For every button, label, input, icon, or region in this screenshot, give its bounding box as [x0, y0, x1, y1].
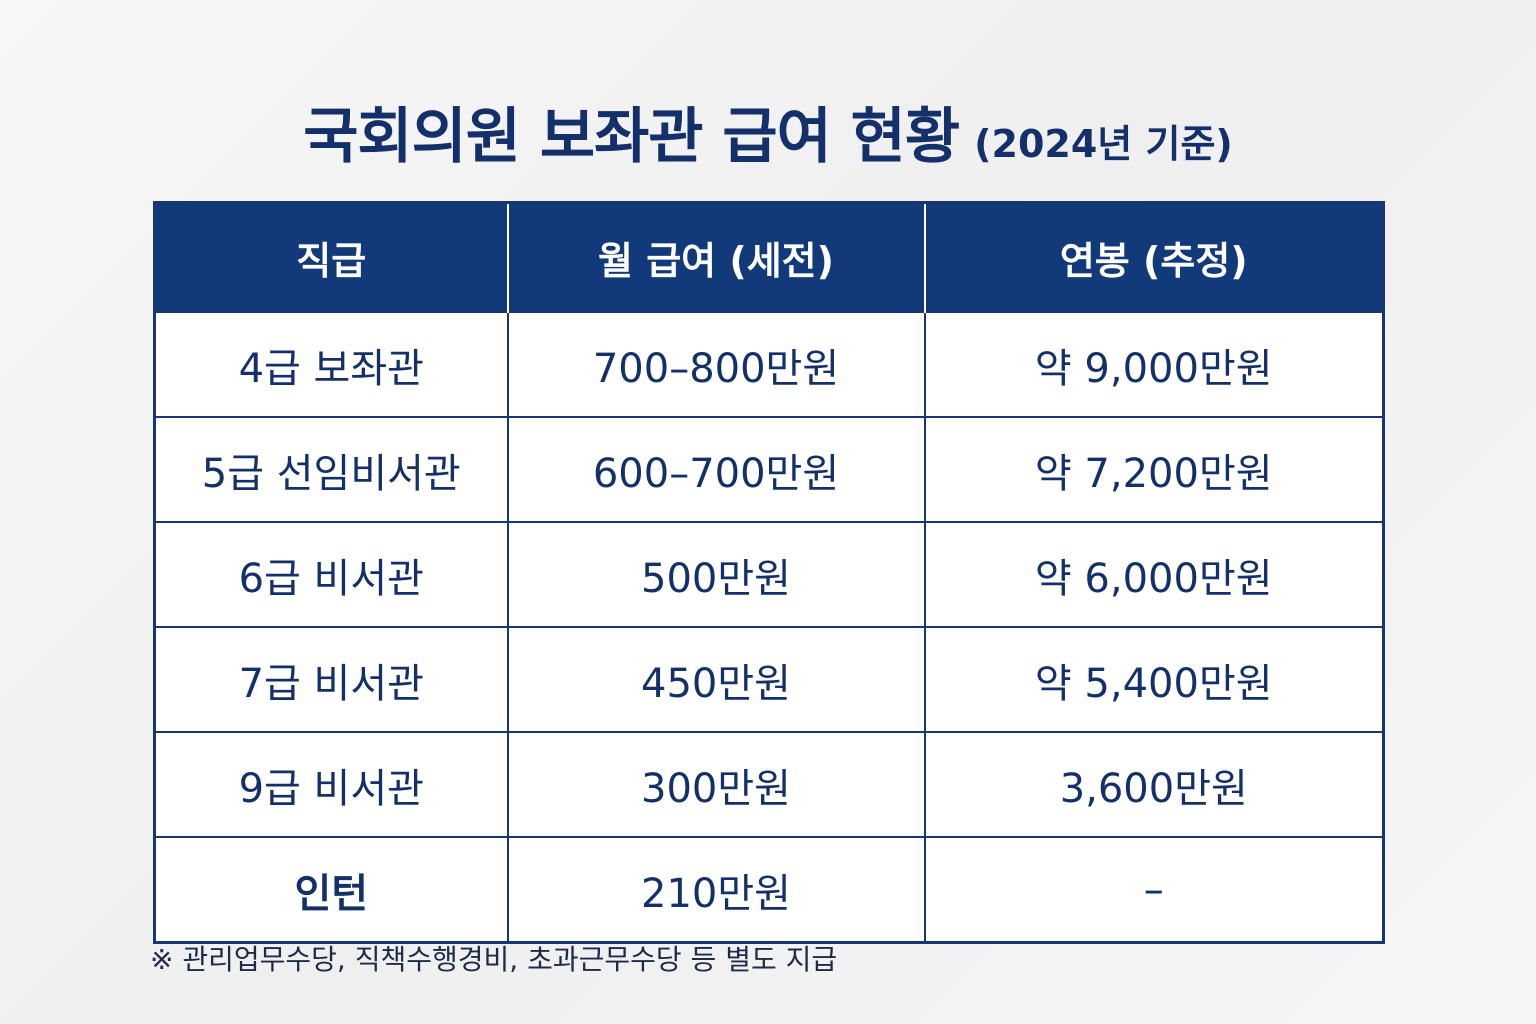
table-row: 9급 비서관 300만원 3,600만원 — [153, 731, 1385, 838]
cell-rank: 6급 비서관 — [153, 521, 509, 628]
table-row: 5급 선임비서관 600–700만원 약 7,200만원 — [153, 416, 1385, 523]
page-title: 국회의원 보좌관 급여 현황 (2024년 기준) — [0, 88, 1536, 175]
table-row: 4급 보좌관 700–800만원 약 9,000만원 — [153, 311, 1385, 418]
cell-annual: 약 7,200만원 — [923, 416, 1385, 523]
cell-monthly: 700–800만원 — [506, 311, 926, 418]
cell-annual: 약 9,000만원 — [923, 311, 1385, 418]
title-subtitle: (2024년 기준) — [974, 122, 1233, 166]
table-row: 7급 비서관 450만원 약 5,400만원 — [153, 626, 1385, 733]
cell-annual: – — [923, 836, 1385, 944]
header-annual-salary: 연봉 (추정) — [924, 202, 1384, 312]
cell-monthly: 500만원 — [506, 521, 926, 628]
cell-monthly: 210만원 — [506, 836, 926, 944]
cell-annual: 약 5,400만원 — [923, 626, 1385, 733]
cell-annual: 약 6,000만원 — [923, 521, 1385, 628]
table-row: 인턴 210만원 – — [153, 836, 1385, 944]
cell-monthly: 450만원 — [506, 626, 926, 733]
table-header-row: 직급 월 급여 (세전) 연봉 (추정) — [154, 202, 1384, 312]
header-rank: 직급 — [154, 202, 509, 312]
cell-rank: 5급 선임비서관 — [153, 416, 509, 523]
cell-rank: 7급 비서관 — [153, 626, 509, 733]
cell-rank: 9급 비서관 — [153, 731, 509, 838]
cell-annual: 3,600만원 — [923, 731, 1385, 838]
header-monthly-salary: 월 급여 (세전) — [507, 202, 926, 312]
salary-table: 직급 월 급여 (세전) 연봉 (추정) 4급 보좌관 700–800만원 약 … — [153, 201, 1385, 944]
footnote: ※ 관리업무수당, 직책수행경비, 초과근무수당 등 별도 지급 — [150, 943, 838, 976]
cell-rank: 4급 보좌관 — [153, 311, 509, 418]
title-main: 국회의원 보좌관 급여 현황 — [303, 102, 960, 172]
cell-monthly: 600–700만원 — [506, 416, 926, 523]
table-row: 6급 비서관 500만원 약 6,000만원 — [153, 521, 1385, 628]
cell-rank: 인턴 — [153, 836, 509, 944]
cell-monthly: 300만원 — [506, 731, 926, 838]
